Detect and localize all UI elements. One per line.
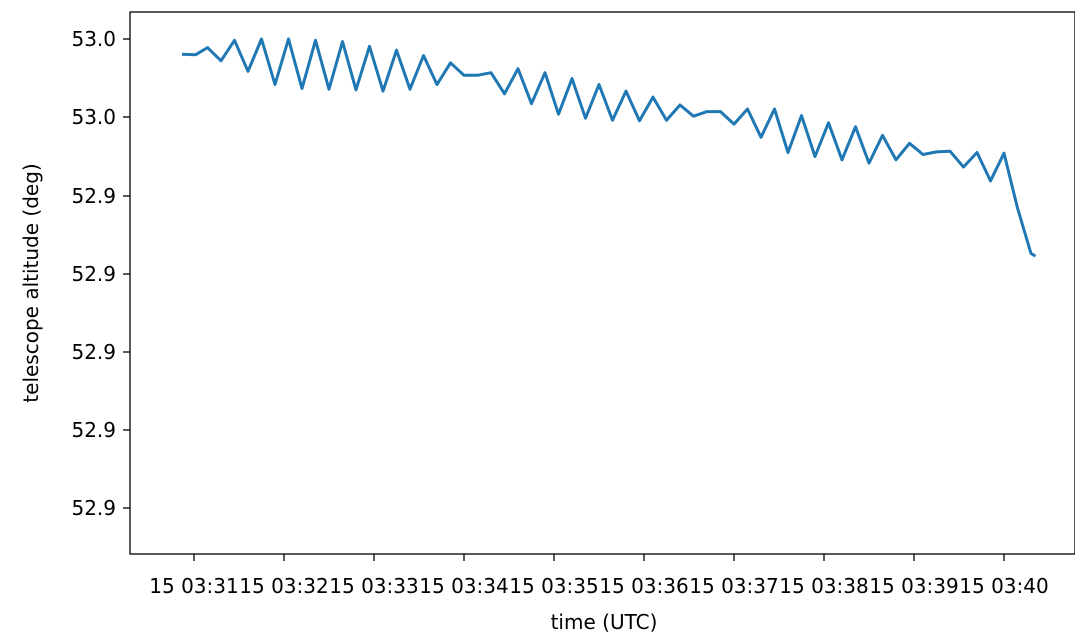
plot-frame bbox=[129, 11, 1075, 555]
y-tick-label: 52.9 bbox=[71, 262, 116, 286]
plot-line-group bbox=[181, 37, 1037, 258]
y-tick-label: 52.9 bbox=[71, 496, 116, 520]
x-tick-label: 15 03:36 bbox=[599, 574, 688, 598]
x-tick-label: 15 03:40 bbox=[959, 574, 1048, 598]
x-axis-title: time (UTC) bbox=[551, 610, 658, 634]
y-axis-ticks: 52.9 52.9 52.9 52.9 52.9 53.0 53.0 bbox=[71, 27, 130, 520]
y-tick-label: 52.9 bbox=[71, 184, 116, 208]
x-axis-ticks: 15 03:31 15 03:32 15 03:33 15 03:34 15 03:35… bbox=[149, 554, 1049, 598]
x-tick-label: 15 03:31 bbox=[149, 574, 238, 598]
y-tick-label: 53.0 bbox=[71, 105, 116, 129]
x-tick-label: 15 03:32 bbox=[239, 574, 328, 598]
altitude-series-line bbox=[181, 37, 1037, 258]
y-tick-label: 52.9 bbox=[71, 340, 116, 364]
y-tick-label: 52.9 bbox=[71, 418, 116, 442]
x-tick-label: 15 03:35 bbox=[509, 574, 598, 598]
x-tick-label: 15 03:39 bbox=[869, 574, 958, 598]
x-tick-label: 15 03:37 bbox=[689, 574, 778, 598]
x-tick-label: 15 03:38 bbox=[779, 574, 868, 598]
y-axis-title: telescope altitude (deg) bbox=[19, 163, 43, 402]
x-tick-label: 15 03:33 bbox=[329, 574, 418, 598]
y-tick-label: 53.0 bbox=[71, 27, 116, 51]
x-tick-label: 15 03:34 bbox=[419, 574, 508, 598]
